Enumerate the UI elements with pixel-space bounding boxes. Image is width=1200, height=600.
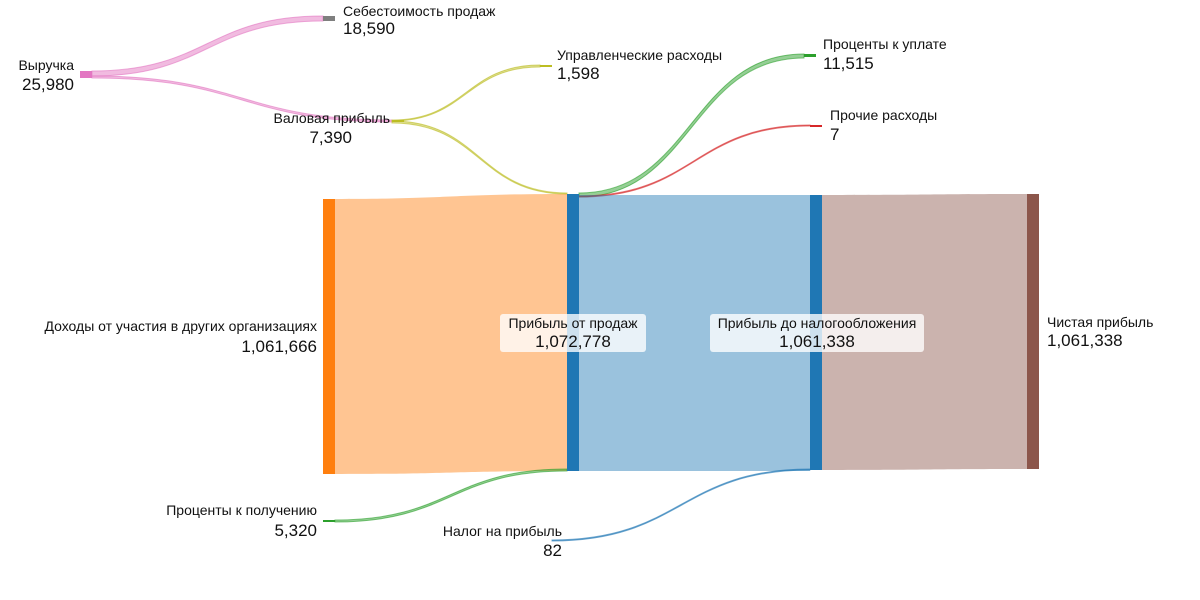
node-label-pretax: Прибыль до налогообложения bbox=[718, 315, 917, 331]
node-label-int_recv: Проценты к получению bbox=[166, 502, 317, 518]
sankey-node-net bbox=[1027, 194, 1039, 469]
node-value-revenue: 25,980 bbox=[22, 75, 74, 94]
sankey-link-revenue-to-cogs bbox=[91, 15, 324, 77]
sankey-link-gross-to-admin bbox=[391, 64, 541, 122]
node-label-sales_profit: Прибыль от продаж bbox=[508, 315, 638, 331]
node-label-gross: Валовая прибыль bbox=[273, 110, 390, 126]
sankey-link-sales_profit-to-int_pay bbox=[578, 53, 805, 198]
node-value-int_pay: 11,515 bbox=[823, 54, 874, 73]
node-value-net: 1,061,338 bbox=[1047, 331, 1123, 350]
sankey-node-other_exp bbox=[810, 125, 822, 127]
node-value-int_recv: 5,320 bbox=[274, 521, 317, 540]
node-value-sales_profit: 1,072,778 bbox=[535, 332, 611, 351]
node-label-revenue: Выручка bbox=[18, 57, 74, 73]
node-value-participation: 1,061,666 bbox=[241, 337, 317, 356]
node-value-cogs: 18,590 bbox=[343, 19, 395, 38]
sankey-link-sales_profit-to-pretax bbox=[579, 195, 810, 471]
node-label-tax: Налог на прибыль bbox=[443, 523, 562, 539]
sankey-link-pretax-to-tax bbox=[551, 468, 811, 542]
sankey-node-cogs bbox=[323, 16, 335, 21]
node-label-other_exp: Прочие расходы bbox=[830, 107, 937, 123]
node-label-cogs: Себестоимость продаж bbox=[343, 3, 496, 19]
node-label-box-pretax bbox=[710, 314, 924, 352]
node-label-net: Чистая прибыль bbox=[1047, 314, 1153, 330]
node-label-participation: Доходы от участия в других организациях bbox=[44, 318, 317, 334]
node-value-admin: 1,598 bbox=[557, 64, 600, 83]
node-label-box-sales_profit bbox=[500, 314, 646, 352]
node-value-pretax: 1,061,338 bbox=[779, 332, 855, 351]
sankey-node-gross bbox=[392, 120, 404, 122]
node-value-other_exp: 7 bbox=[830, 125, 839, 144]
sankey-link-participation-to-sales_profit bbox=[335, 194, 567, 474]
sankey-node-revenue bbox=[80, 71, 92, 78]
node-label-admin: Управленческие расходы bbox=[557, 47, 722, 63]
node-value-tax: 82 bbox=[543, 541, 562, 560]
sankey-node-participation bbox=[323, 199, 335, 474]
node-value-gross: 7,390 bbox=[309, 128, 352, 147]
sankey-node-int_recv bbox=[323, 520, 335, 522]
sankey-link-int_recv-to-sales_profit bbox=[334, 468, 568, 523]
sankey-node-admin bbox=[540, 65, 552, 67]
sankey-link-sales_profit-to-other_exp bbox=[578, 124, 811, 198]
sankey-node-int_pay bbox=[804, 54, 816, 57]
node-label-int_pay: Проценты к уплате bbox=[823, 36, 947, 52]
sankey-links bbox=[91, 15, 1027, 542]
sankey-link-gross-to-sales_profit bbox=[391, 120, 568, 195]
sankey-link-pretax-to-net bbox=[822, 194, 1027, 470]
